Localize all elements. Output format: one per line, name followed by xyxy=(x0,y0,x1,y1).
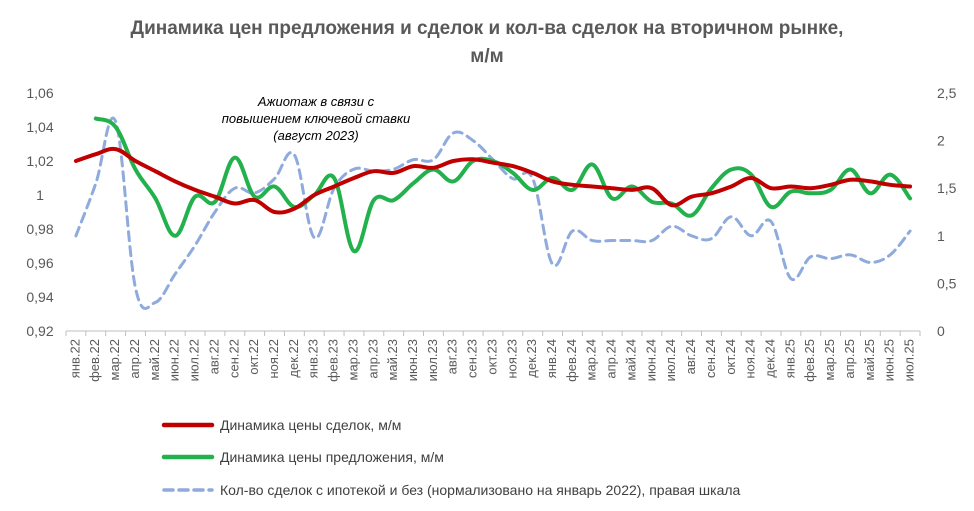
y-right-tick-label: 2 xyxy=(937,133,945,149)
y-right-tick-label: 0 xyxy=(937,323,945,339)
x-tick-label: дек.24 xyxy=(762,339,777,378)
y-left-tick-label: 1,06 xyxy=(26,85,53,101)
x-tick-label: дек.23 xyxy=(524,339,539,378)
plot-area xyxy=(73,116,913,310)
x-tick-label: июл.22 xyxy=(187,339,202,381)
chart-annotation: Ажиотаж в связи с повышением ключевой ст… xyxy=(222,94,411,143)
x-tick-label: апр.23 xyxy=(365,339,380,379)
y-right-tick-label: 2,5 xyxy=(937,85,957,101)
x-tick-label: ноя.23 xyxy=(504,339,519,379)
x-tick-label: янв.25 xyxy=(782,339,797,378)
x-tick-label: ноя.24 xyxy=(743,339,758,379)
x-tick-label: янв.22 xyxy=(67,339,82,378)
x-tick-label: фев.24 xyxy=(564,339,579,382)
annotation-line-2: повышением ключевой ставки xyxy=(222,111,411,126)
x-tick-label: мар.23 xyxy=(345,339,360,380)
x-tick-label: июн.23 xyxy=(405,339,420,381)
y-left-tick-label: 1,02 xyxy=(26,153,53,169)
legend-item-deal-count: Кол-во сделок с ипотекой и без (нормализ… xyxy=(162,482,741,498)
x-tick-label: май.24 xyxy=(623,339,638,381)
y-left-tick-label: 0,94 xyxy=(26,289,53,305)
x-tick-label: ноя.22 xyxy=(266,339,281,379)
y-left-tick-label: 0,98 xyxy=(26,221,53,237)
x-tick-label: май.25 xyxy=(862,339,877,381)
annotation-line-3: (август 2023) xyxy=(273,128,358,143)
y-left-tick-label: 1,04 xyxy=(26,119,53,135)
legend-label-deal-count: Кол-во сделок с ипотекой и без (нормализ… xyxy=(220,482,741,498)
x-tick-label: сен.23 xyxy=(465,339,480,378)
x-tick-label: июн.24 xyxy=(643,339,658,381)
x-tick-label: янв.23 xyxy=(306,339,321,378)
legend-label-offer-price: Динамика цены предложения, м/м xyxy=(220,449,444,465)
chart-title-line1: Динамика цен предложения и сделок и кол-… xyxy=(131,18,844,39)
y-right-tick-label: 0,5 xyxy=(937,275,957,291)
annotation-line-1: Ажиотаж в связи с xyxy=(257,94,375,109)
x-tick-label: май.22 xyxy=(147,339,162,381)
legend-item-offer-price: Динамика цены предложения, м/м xyxy=(161,449,444,465)
x-tick-label: авг.24 xyxy=(683,339,698,374)
x-tick-label: окт.23 xyxy=(484,339,499,375)
x-tick-label: мар.22 xyxy=(107,339,122,380)
x-tick-label: окт.22 xyxy=(246,339,261,375)
x-tick-label: апр.24 xyxy=(604,339,619,379)
x-tick-label: июл.24 xyxy=(663,339,678,381)
x-tick-label: апр.22 xyxy=(127,339,142,379)
y-left-tick-label: 0,96 xyxy=(26,255,53,271)
x-tick-label: апр.25 xyxy=(842,339,857,379)
x-tick-label: фев.22 xyxy=(87,339,102,382)
x-tick-label: июн.25 xyxy=(882,339,897,381)
series-line-deal-price xyxy=(73,146,913,215)
chart-legend: Динамика цены сделок, м/м Динамика цены … xyxy=(161,417,741,498)
legend-item-deal-price: Динамика цены сделок, м/м xyxy=(161,417,401,433)
y-left-tick-label: 0,92 xyxy=(26,323,53,339)
x-tick-label: мар.25 xyxy=(822,339,837,380)
x-tick-label: янв.24 xyxy=(544,339,559,378)
x-tick-label: сен.24 xyxy=(703,339,718,378)
x-tick-label: фев.25 xyxy=(802,339,817,382)
x-tick-label: июл.25 xyxy=(902,339,917,381)
x-tick-label: окт.24 xyxy=(723,339,738,375)
x-tick-label: фев.23 xyxy=(326,339,341,382)
chart-title-line2: м/м xyxy=(470,46,503,67)
chart-axes: 0,92 0,94 0,96 0,98 1 1,02 1,04 1,06 0 0,5 1 1,5 2 2,… xyxy=(26,85,956,382)
series-line-deal-count xyxy=(74,116,912,310)
y-right-tick-label: 1,5 xyxy=(937,180,957,196)
x-tick-label: май.23 xyxy=(385,339,400,381)
x-tick-label: авг.22 xyxy=(206,339,221,374)
x-tick-label: авг.23 xyxy=(445,339,460,374)
x-tick-label: сен.22 xyxy=(226,339,241,378)
x-tick-label: июн.22 xyxy=(167,339,182,381)
x-tick-label: июл.23 xyxy=(425,339,440,381)
x-tick-label: мар.24 xyxy=(584,339,599,380)
x-tick-label: дек.22 xyxy=(286,339,301,378)
y-left-tick-label: 1 xyxy=(36,187,44,203)
legend-label-deal-price: Динамика цены сделок, м/м xyxy=(220,417,401,433)
y-right-tick-label: 1 xyxy=(937,228,945,244)
